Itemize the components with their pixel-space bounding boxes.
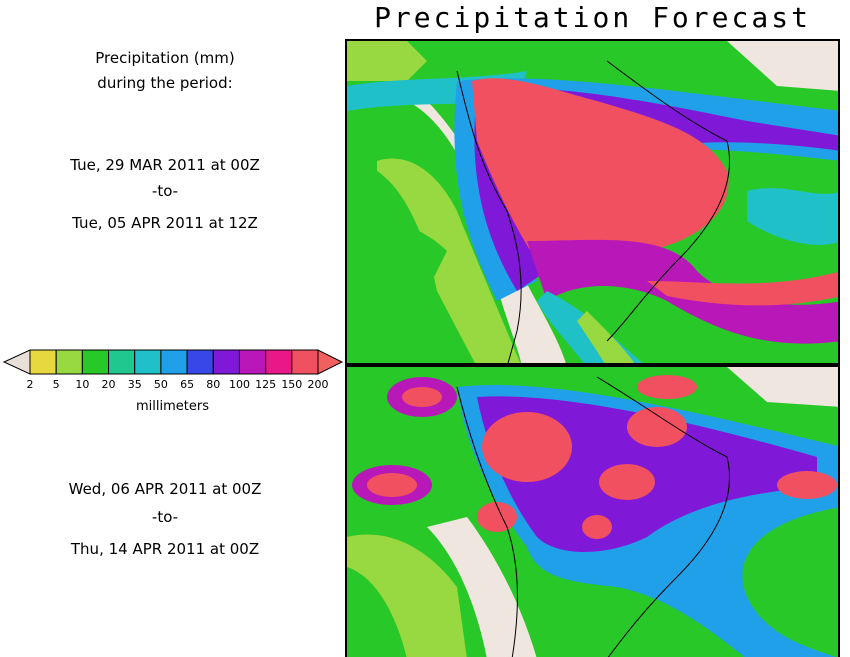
colorbar-tick-label: 20 <box>101 378 116 391</box>
colorbar-tick-label: 125 <box>255 378 277 391</box>
colorbar-tick-label: 2 <box>26 378 34 391</box>
period1-start: Tue, 29 MAR 2011 at 00Z <box>70 156 260 174</box>
colorbar <box>0 348 345 378</box>
map-period-1 <box>345 39 840 365</box>
colorbar-graphic <box>2 349 344 375</box>
period1-end: Tue, 05 APR 2011 at 12Z <box>72 214 258 232</box>
colorbar-ticks: 2 5 10 20 35 50 65 80 100 125 150 200 <box>0 378 345 394</box>
colorbar-box <box>55 349 83 375</box>
colorbar-tick-label: 50 <box>153 378 168 391</box>
colorbar-tick-label: 80 <box>206 378 221 391</box>
precip-field-1 <box>347 41 838 363</box>
colorbar-box <box>108 349 136 375</box>
colorbar-arrow-high <box>317 349 344 375</box>
colorbar-tick-label: 5 <box>52 378 60 391</box>
colorbar-tick-label: 10 <box>75 378 90 391</box>
colorbar-arrow-low <box>2 349 31 375</box>
colorbar-box <box>265 349 293 375</box>
colorbar-box <box>186 349 214 375</box>
period2-separator: -to- <box>151 508 179 526</box>
header-line-2: during the period: <box>97 74 233 92</box>
colorbar-box <box>212 349 240 375</box>
colorbar-box <box>160 349 188 375</box>
colorbar-tick-label: 65 <box>180 378 195 391</box>
colorbar-box <box>291 349 319 375</box>
chart-title: Precipitation Forecast <box>374 1 811 34</box>
map-period-2 <box>345 365 840 657</box>
colorbar-box <box>134 349 162 375</box>
colorbar-unit: millimeters <box>136 399 209 414</box>
period2-end: Thu, 14 APR 2011 at 00Z <box>70 540 260 558</box>
precip-field-2 <box>347 367 838 657</box>
colorbar-box <box>81 349 110 375</box>
colorbar-box <box>29 349 57 375</box>
colorbar-box <box>238 349 267 375</box>
period2-start: Wed, 06 APR 2011 at 00Z <box>68 480 262 498</box>
header-line-1: Precipitation (mm) <box>95 49 235 67</box>
colorbar-tick-label: 200 <box>307 378 329 391</box>
period1-separator: -to- <box>151 182 179 200</box>
colorbar-tick-label: 35 <box>127 378 142 391</box>
colorbar-tick-label: 100 <box>228 378 250 391</box>
colorbar-tick-label: 150 <box>281 378 303 391</box>
